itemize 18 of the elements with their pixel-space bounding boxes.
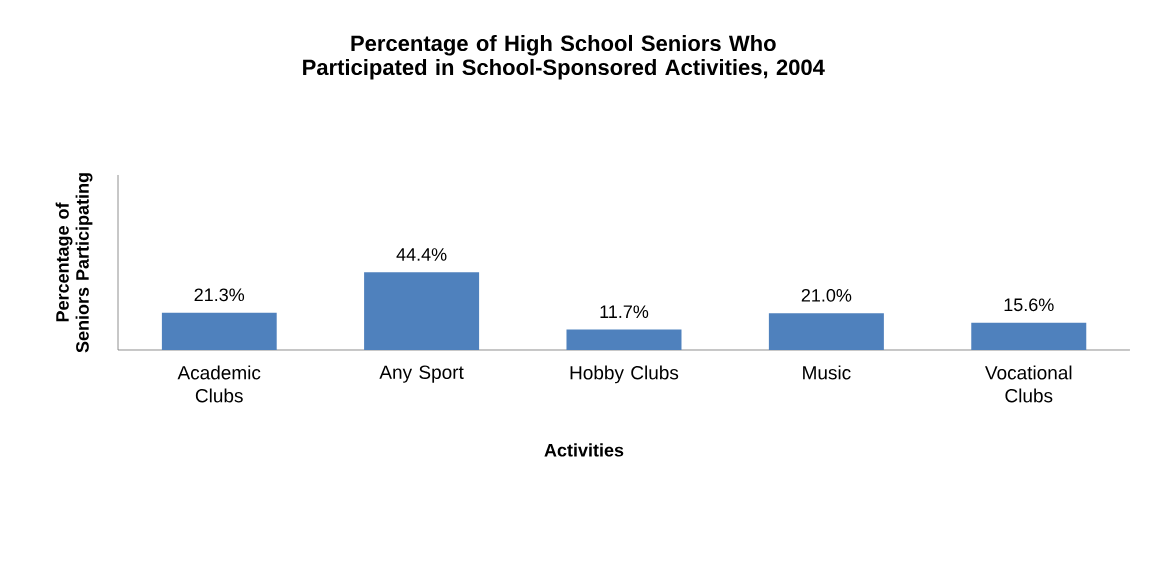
x-tick-label: Music xyxy=(803,365,851,380)
x-tick-label: Vocational Clubs xyxy=(985,365,1072,403)
bar xyxy=(161,312,277,350)
data-label: 11.7% xyxy=(600,305,649,318)
chart-title: Percentage of High School Seniors Who Participated in School-Sponsored Activities, 2004 xyxy=(303,34,825,80)
x-tick-label: Any Sport xyxy=(379,365,464,383)
x-axis-title: Activities xyxy=(544,443,624,457)
data-label: 21.0% xyxy=(801,288,852,302)
x-tick-label: Academic Clubs xyxy=(177,365,261,403)
data-label: 44.4% xyxy=(396,248,447,261)
data-label: 15.6% xyxy=(1004,298,1054,312)
x-tick-label: Hobby Clubs xyxy=(570,365,679,384)
data-label: 21.3% xyxy=(194,288,245,302)
bar xyxy=(768,313,884,350)
y-axis-title: Percentage of Seniors Participating xyxy=(55,173,93,353)
bar xyxy=(971,322,1087,350)
bar xyxy=(566,329,682,350)
bar xyxy=(364,272,480,350)
